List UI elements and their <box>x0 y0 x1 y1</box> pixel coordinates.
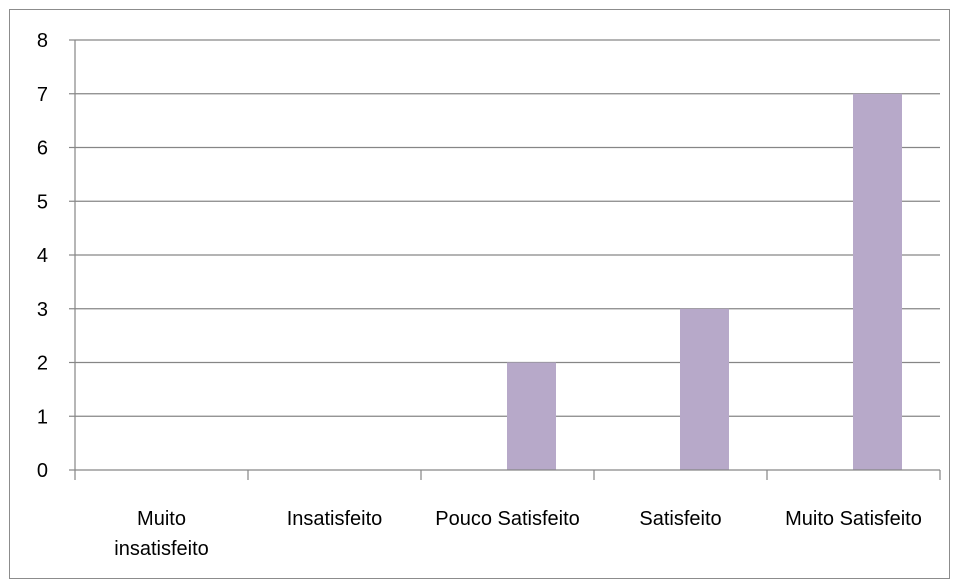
gridlines <box>75 39 940 417</box>
x-category-label: insatisfeito <box>114 538 209 560</box>
y-tick-labels: 0 1 2 3 4 5 6 7 8 <box>37 30 48 482</box>
bars <box>507 93 902 470</box>
bar <box>853 93 902 470</box>
x-category-label: Pouco Satisfeito <box>435 508 580 530</box>
y-tick-label: 1 <box>37 406 48 428</box>
y-tick-label: 0 <box>37 460 48 482</box>
x-category-label: Insatisfeito <box>287 508 383 530</box>
x-category-labels: Muito insatisfeito Insatisfeito Pouco Satis… <box>114 508 922 560</box>
y-tick-label: 2 <box>37 353 48 375</box>
y-tick-label: 7 <box>37 84 48 106</box>
y-tick-label: 5 <box>37 191 48 213</box>
bar <box>680 308 729 470</box>
chart-frame <box>9 9 950 579</box>
y-tick-label: 4 <box>37 245 48 267</box>
y-tick-label: 3 <box>37 299 48 321</box>
y-tick-label: 6 <box>37 138 48 160</box>
x-category-label: Muito Satisfeito <box>785 508 922 530</box>
x-category-label: Muito <box>137 508 186 530</box>
axes <box>69 39 941 480</box>
bar <box>507 362 556 470</box>
x-category-label: Satisfeito <box>639 508 721 530</box>
y-tick-label: 8 <box>37 30 48 52</box>
